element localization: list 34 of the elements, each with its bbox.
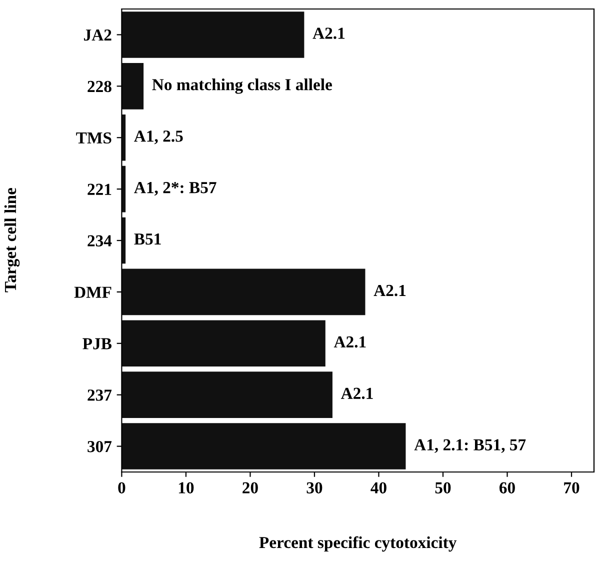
bar xyxy=(122,63,144,110)
y-tick-label: DMF xyxy=(74,286,112,298)
x-axis-title: Percent specific cytotoxicity xyxy=(259,536,457,552)
y-tick-label: TMS xyxy=(76,132,112,144)
y-tick-label: 307 xyxy=(88,440,112,452)
x-tick-label: 20 xyxy=(242,482,258,494)
annotation: A1, 2*: B57 xyxy=(134,182,216,196)
y-axis-title: Target cell line xyxy=(4,188,20,292)
annotation: A1, 2.5 xyxy=(134,130,183,144)
y-tick-label: 234 xyxy=(88,235,112,246)
annotation: B51 xyxy=(134,234,161,245)
annotation: No matching class I allele xyxy=(152,78,332,94)
bar xyxy=(122,372,332,418)
y-tick-label: 237 xyxy=(88,390,112,401)
y-tick-label: JA2 xyxy=(84,29,112,41)
x-tick-label: 60 xyxy=(499,482,515,494)
x-tick-label: 70 xyxy=(564,482,580,494)
x-tick-label: 10 xyxy=(178,482,194,494)
annotation: A2.1 xyxy=(340,388,373,400)
annotation: A2.1 xyxy=(312,28,345,39)
bar xyxy=(122,320,326,367)
annotation: A1, 2.1: B51, 57 xyxy=(414,439,526,453)
y-tick-label: 221 xyxy=(88,184,112,195)
y-tick-label: 228 xyxy=(88,80,112,92)
annotation: A2.1 xyxy=(374,284,406,296)
bar xyxy=(122,423,406,470)
annotation: A2.1 xyxy=(334,336,366,348)
x-tick-label: 0 xyxy=(118,482,126,494)
y-tick-label: PJB xyxy=(82,338,112,350)
bar xyxy=(122,12,304,58)
x-tick-label: 40 xyxy=(370,482,386,494)
x-tick-label: 50 xyxy=(435,482,451,494)
bar xyxy=(122,268,366,316)
x-tick-label: 30 xyxy=(306,482,322,494)
